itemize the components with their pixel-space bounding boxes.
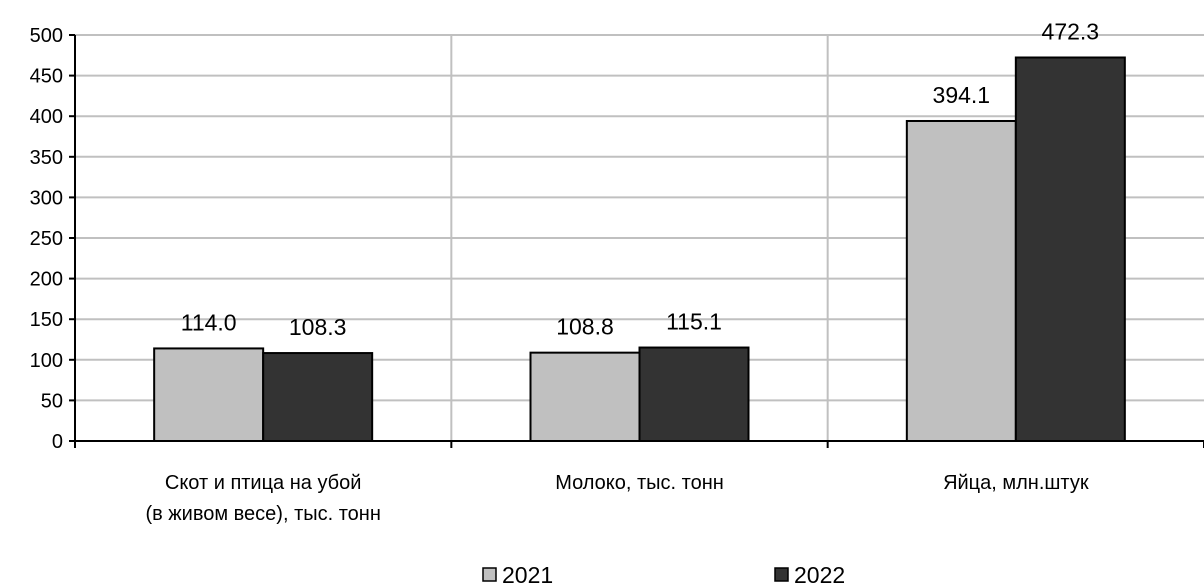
bar-2022-0 [262, 352, 374, 442]
data-label-2022-1: 115.1 [666, 309, 722, 335]
y-tick-label-50: 50 [41, 390, 63, 412]
legend-swatch-2022 [774, 567, 789, 582]
data-label-2021-0: 114.0 [181, 309, 237, 335]
y-tick-label-300: 300 [30, 187, 63, 209]
data-label-2021-1: 108.8 [556, 314, 614, 340]
y-tick-label-250: 250 [30, 228, 63, 250]
y-tick-label-500: 500 [30, 25, 63, 47]
y-tick-label-400: 400 [30, 106, 63, 128]
y-tick-label-350: 350 [30, 147, 63, 169]
category-label-0-line-0: Скот и птица на убой [165, 472, 362, 494]
category-label-1-line-0: Молоко, тыс. тонн [555, 472, 724, 494]
legend-label-2021: 2021 [502, 562, 553, 588]
y-tick-label-0: 0 [52, 431, 63, 453]
category-label-0-line-1: (в живом весе), тыс. тонн [145, 503, 380, 525]
bar-2022-1 [638, 346, 750, 442]
y-tick-label-450: 450 [30, 66, 63, 88]
data-label-2021-2: 394.1 [933, 82, 991, 108]
data-label-2022-2: 472.3 [1042, 18, 1100, 44]
y-tick-label-100: 100 [30, 350, 63, 372]
bar-2021-1 [529, 351, 641, 442]
y-tick-label-150: 150 [30, 309, 63, 331]
bar-2022-2 [1014, 56, 1126, 442]
bar-2021-2 [905, 119, 1017, 442]
legend-swatch-2021 [482, 567, 497, 582]
data-label-2022-0: 108.3 [289, 314, 347, 340]
legend-label-2022: 2022 [794, 562, 845, 588]
y-tick-label-200: 200 [30, 269, 63, 291]
bar-2021-0 [153, 347, 265, 443]
category-label-2-line-0: Яйца, млн.штук [943, 472, 1089, 494]
